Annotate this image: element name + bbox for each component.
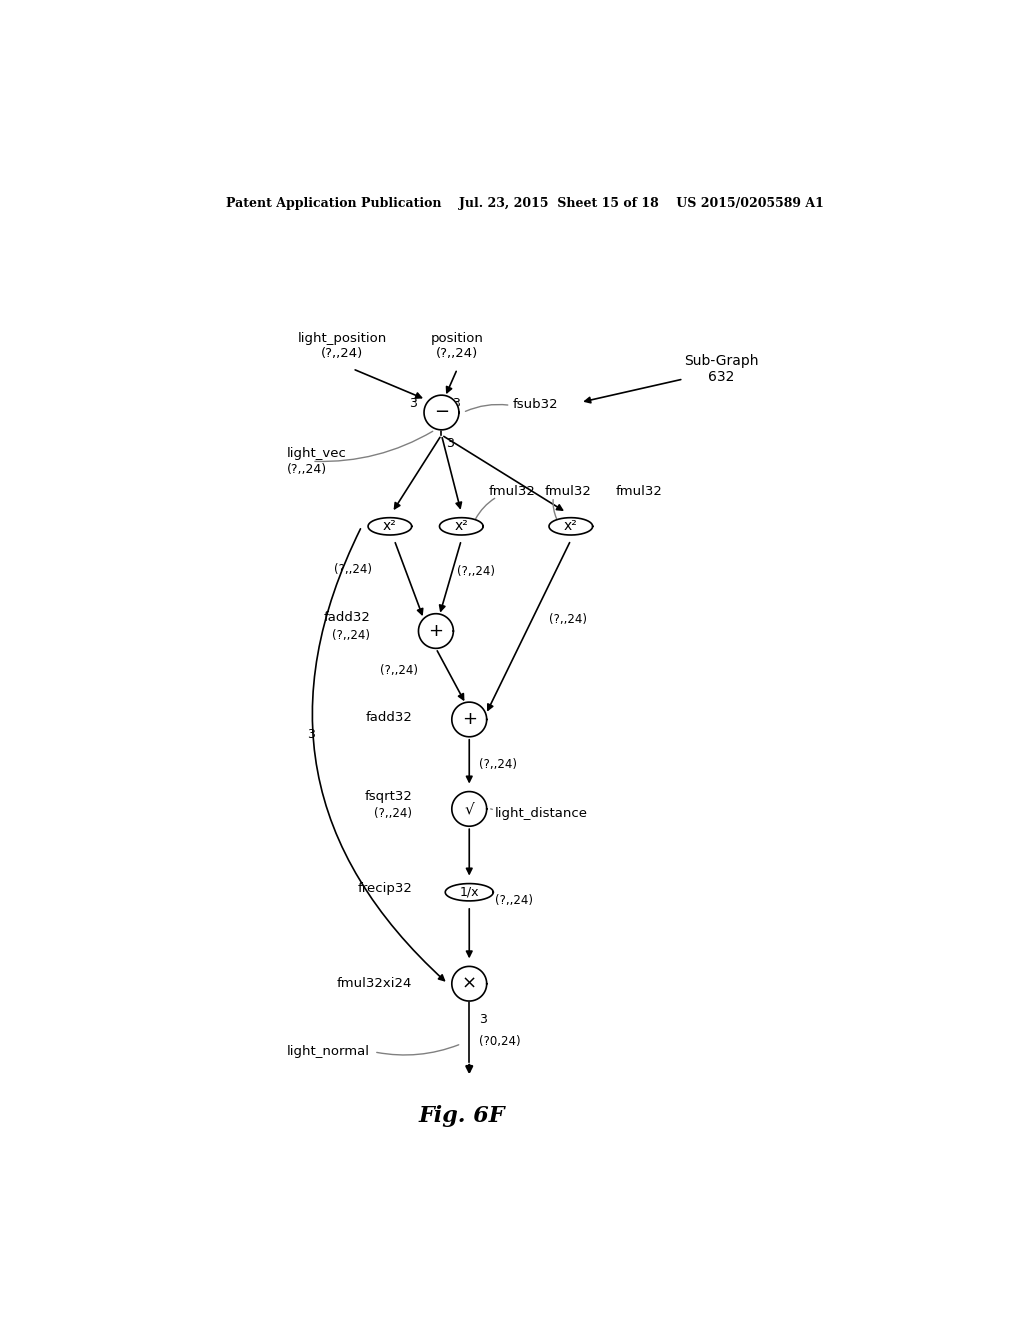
Text: position
(?,,24): position (?,,24) <box>431 333 483 360</box>
Text: Sub-Graph
632: Sub-Graph 632 <box>684 354 759 384</box>
Text: 3: 3 <box>446 437 454 450</box>
Text: √: √ <box>464 801 474 816</box>
Polygon shape <box>419 614 454 648</box>
Text: 3: 3 <box>479 1012 486 1026</box>
Text: frecip32: frecip32 <box>357 882 412 895</box>
Text: ×: × <box>462 974 477 993</box>
Text: x²: x² <box>564 519 578 533</box>
Text: fsqrt32: fsqrt32 <box>365 791 412 803</box>
Polygon shape <box>368 517 412 535</box>
Text: Fig. 6F: Fig. 6F <box>418 1105 505 1127</box>
Text: 3: 3 <box>410 397 417 411</box>
Text: (?0,24): (?0,24) <box>479 1035 520 1048</box>
Polygon shape <box>424 395 459 430</box>
Text: (?,,24): (?,,24) <box>332 628 370 642</box>
Text: +: + <box>462 710 477 729</box>
Text: (?,,24): (?,,24) <box>496 894 534 907</box>
Text: light_vec: light_vec <box>287 446 346 459</box>
Text: (?,,24): (?,,24) <box>374 808 412 821</box>
Polygon shape <box>549 517 593 535</box>
Polygon shape <box>452 792 486 826</box>
Text: fmul32xi24: fmul32xi24 <box>337 977 412 990</box>
Text: fadd32: fadd32 <box>366 711 412 723</box>
Text: light_position
(?,,24): light_position (?,,24) <box>298 333 387 360</box>
Text: fadd32: fadd32 <box>324 611 370 624</box>
Text: x²: x² <box>455 519 468 533</box>
Text: 3: 3 <box>452 397 460 411</box>
Text: −: − <box>434 404 450 421</box>
Text: fmul32: fmul32 <box>545 486 592 498</box>
Text: (?,,24): (?,,24) <box>381 664 419 677</box>
Text: (?,,24): (?,,24) <box>458 565 496 578</box>
Text: (?,,24): (?,,24) <box>479 758 517 771</box>
Text: (?,,24): (?,,24) <box>287 463 327 477</box>
Text: light_distance: light_distance <box>495 808 588 821</box>
Text: fmul32: fmul32 <box>489 486 536 498</box>
Polygon shape <box>452 966 486 1001</box>
Text: Patent Application Publication    Jul. 23, 2015  Sheet 15 of 18    US 2015/02055: Patent Application Publication Jul. 23, … <box>226 197 823 210</box>
Text: (?,,24): (?,,24) <box>335 562 373 576</box>
Polygon shape <box>445 883 494 902</box>
Text: 3: 3 <box>306 729 314 742</box>
Polygon shape <box>452 702 486 737</box>
Text: fmul32: fmul32 <box>616 486 663 498</box>
Text: 1/x: 1/x <box>460 886 479 899</box>
Text: light_normal: light_normal <box>287 1045 370 1059</box>
Polygon shape <box>439 517 483 535</box>
Text: x²: x² <box>383 519 396 533</box>
Text: +: + <box>428 622 443 640</box>
Text: fsub32: fsub32 <box>513 397 558 411</box>
Text: (?,,24): (?,,24) <box>549 614 587 627</box>
